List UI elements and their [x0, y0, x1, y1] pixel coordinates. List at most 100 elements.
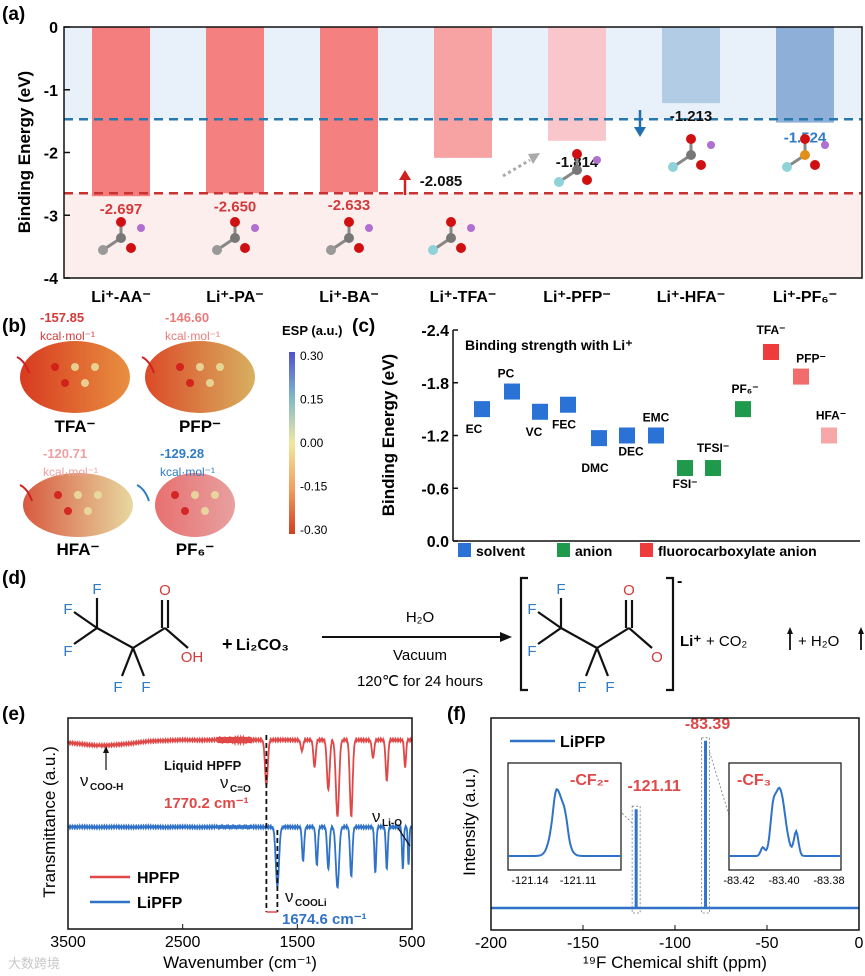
data-point	[763, 343, 779, 360]
molecule-model	[212, 217, 259, 255]
watermark: 大数跨境	[8, 956, 60, 971]
data-point	[821, 427, 837, 444]
zoom-connector	[620, 811, 633, 824]
bar-value-label: -2.633	[328, 197, 371, 214]
category-label: Li⁺-HFA⁻	[657, 289, 725, 306]
y-tick-label: -4	[44, 271, 58, 288]
data-point	[677, 460, 693, 477]
condition-vacuum: Vacuum	[393, 647, 447, 664]
inset-tick-label: -121.11	[560, 875, 597, 887]
fluorine-atom: F	[141, 679, 150, 696]
product-co2: + CO₂	[706, 633, 747, 650]
atom	[686, 150, 696, 160]
nu-symbol: ν	[285, 887, 294, 906]
y-tick-label: 0.0	[427, 534, 449, 551]
bond	[584, 647, 599, 677]
x-tick-label: -150	[567, 935, 599, 952]
data-point	[793, 368, 809, 385]
atom	[782, 162, 792, 172]
colorbar-tick-label: -0.30	[300, 523, 328, 537]
atom	[216, 363, 224, 371]
inset-title: -CF₃	[737, 772, 771, 789]
y-tick-label: -2	[44, 146, 58, 163]
charge-sign: -	[677, 573, 682, 590]
dotted-arrow-icon	[502, 158, 531, 178]
inset-tick-label: -83.38	[813, 875, 844, 887]
category-label: Li⁺-BA⁻	[319, 289, 379, 306]
atom	[116, 233, 126, 243]
hydroxyl-group: OH	[181, 649, 204, 666]
atom	[212, 245, 222, 255]
oxygen-atom	[800, 134, 810, 144]
panel-label-c: (c)	[352, 316, 375, 337]
point-label: VC	[526, 425, 543, 439]
esp-unit: kcal·mol⁻¹	[43, 465, 98, 479]
esp-unit: kcal·mol⁻¹	[160, 465, 215, 479]
x-tick-label: 3500	[50, 934, 86, 951]
colorbar-tick-label: 0.30	[300, 349, 324, 363]
bond	[537, 611, 562, 629]
atom	[446, 233, 456, 243]
axes-frame	[67, 717, 413, 930]
fluorine-atom: F	[527, 601, 536, 618]
panel-a-ylabel: Binding Energy (eV)	[15, 71, 34, 233]
esp-value: -129.28	[160, 446, 204, 461]
panel-c-title: Binding strength with Li⁺	[465, 337, 633, 353]
x-tick-label: -200	[475, 935, 507, 952]
atom	[94, 491, 102, 499]
atom	[181, 507, 189, 515]
oxygen-atom	[582, 175, 592, 185]
lithium-atom	[821, 141, 829, 149]
atom	[211, 491, 219, 499]
data-point	[591, 430, 607, 447]
fluorine-atom: F	[63, 643, 72, 660]
right-bracket	[666, 576, 675, 692]
esp-unit: kcal·mol⁻¹	[40, 329, 95, 343]
x-tick-label: 2500	[165, 934, 201, 951]
legend-swatch	[640, 543, 653, 557]
atom	[344, 233, 354, 243]
y-tick-label: -1.8	[421, 376, 449, 393]
atom	[186, 379, 194, 387]
peak-label-1674: 1674.6 cm⁻¹	[282, 911, 367, 928]
panel-a-bar-chart: -2.697 Li⁺-AA⁻ -2.650 Li⁺-PA⁻ -2.633 Li⁺-BA⁻ -…	[44, 20, 863, 306]
legend-swatch	[458, 543, 471, 557]
fluorine-atom: F	[92, 581, 101, 598]
data-point	[532, 403, 548, 420]
product-h2o: + H₂O	[798, 633, 839, 650]
category-label: Li⁺-TFA⁻	[430, 289, 497, 306]
gas-up-arrow-icon	[858, 627, 864, 634]
atom	[74, 491, 82, 499]
bar	[548, 27, 606, 141]
x-tick-label: 1500	[280, 934, 316, 951]
colorbar-tick-label: 0.00	[300, 436, 324, 450]
fluorine-atom: F	[556, 581, 565, 598]
atom	[668, 162, 678, 172]
bond	[560, 627, 598, 649]
lower-region	[64, 193, 862, 278]
oxygen-atom	[696, 160, 706, 170]
panel-b-esp-maps: -157.85 kcal·mol⁻¹ TFA⁻ -146.60 kcal·mol⁻¹ PF…	[16, 310, 328, 559]
data-point	[735, 401, 751, 418]
atom	[206, 379, 214, 387]
spectrum-line-hpfp	[67, 734, 413, 818]
oxygen-atom: O	[651, 649, 663, 666]
atom	[326, 245, 336, 255]
bond	[120, 647, 135, 677]
down-arrow-icon	[634, 127, 646, 137]
panel-f-xlabel: ¹⁹F Chemical shift (ppm)	[583, 953, 767, 972]
annotation-sub: C=O	[230, 784, 251, 795]
arrow-head-icon	[103, 746, 109, 753]
pointer-arrow-icon	[136, 484, 150, 502]
bar-value-label: -2.697	[100, 201, 143, 218]
oxygen-atom	[686, 134, 696, 144]
esp-surface	[20, 341, 130, 413]
lithium-atom	[365, 224, 373, 232]
oxygen-atom	[456, 243, 466, 253]
bar	[662, 27, 720, 104]
atom	[201, 507, 209, 515]
up-arrow-icon	[399, 170, 411, 180]
point-label: FEC	[552, 418, 576, 432]
atom	[71, 363, 79, 371]
